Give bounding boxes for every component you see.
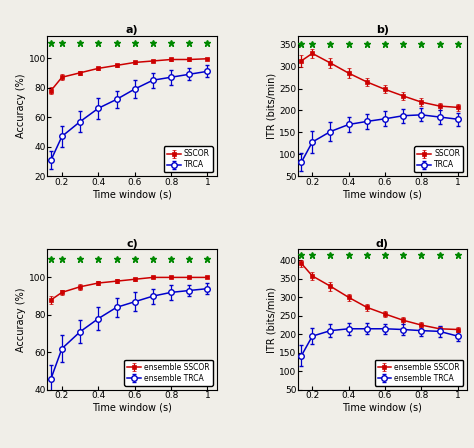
Title: c): c) [126, 238, 138, 249]
Legend: ensemble SSCOR, ensemble TRCA: ensemble SSCOR, ensemble TRCA [374, 360, 463, 386]
Title: d): d) [376, 238, 389, 249]
Legend: ensemble SSCOR, ensemble TRCA: ensemble SSCOR, ensemble TRCA [124, 360, 213, 386]
X-axis label: Time window (s): Time window (s) [92, 403, 172, 413]
Legend: SSCOR, TRCA: SSCOR, TRCA [164, 146, 213, 172]
Y-axis label: Accuracy (%): Accuracy (%) [16, 287, 26, 352]
X-axis label: Time window (s): Time window (s) [342, 190, 422, 199]
Y-axis label: Accuracy (%): Accuracy (%) [16, 74, 26, 138]
X-axis label: Time window (s): Time window (s) [92, 190, 172, 199]
Title: b): b) [376, 25, 389, 35]
Title: a): a) [126, 25, 138, 35]
X-axis label: Time window (s): Time window (s) [342, 403, 422, 413]
Y-axis label: ITR (bits/min): ITR (bits/min) [266, 73, 276, 139]
Y-axis label: ITR (bits/min): ITR (bits/min) [266, 286, 276, 353]
Legend: SSCOR, TRCA: SSCOR, TRCA [414, 146, 463, 172]
